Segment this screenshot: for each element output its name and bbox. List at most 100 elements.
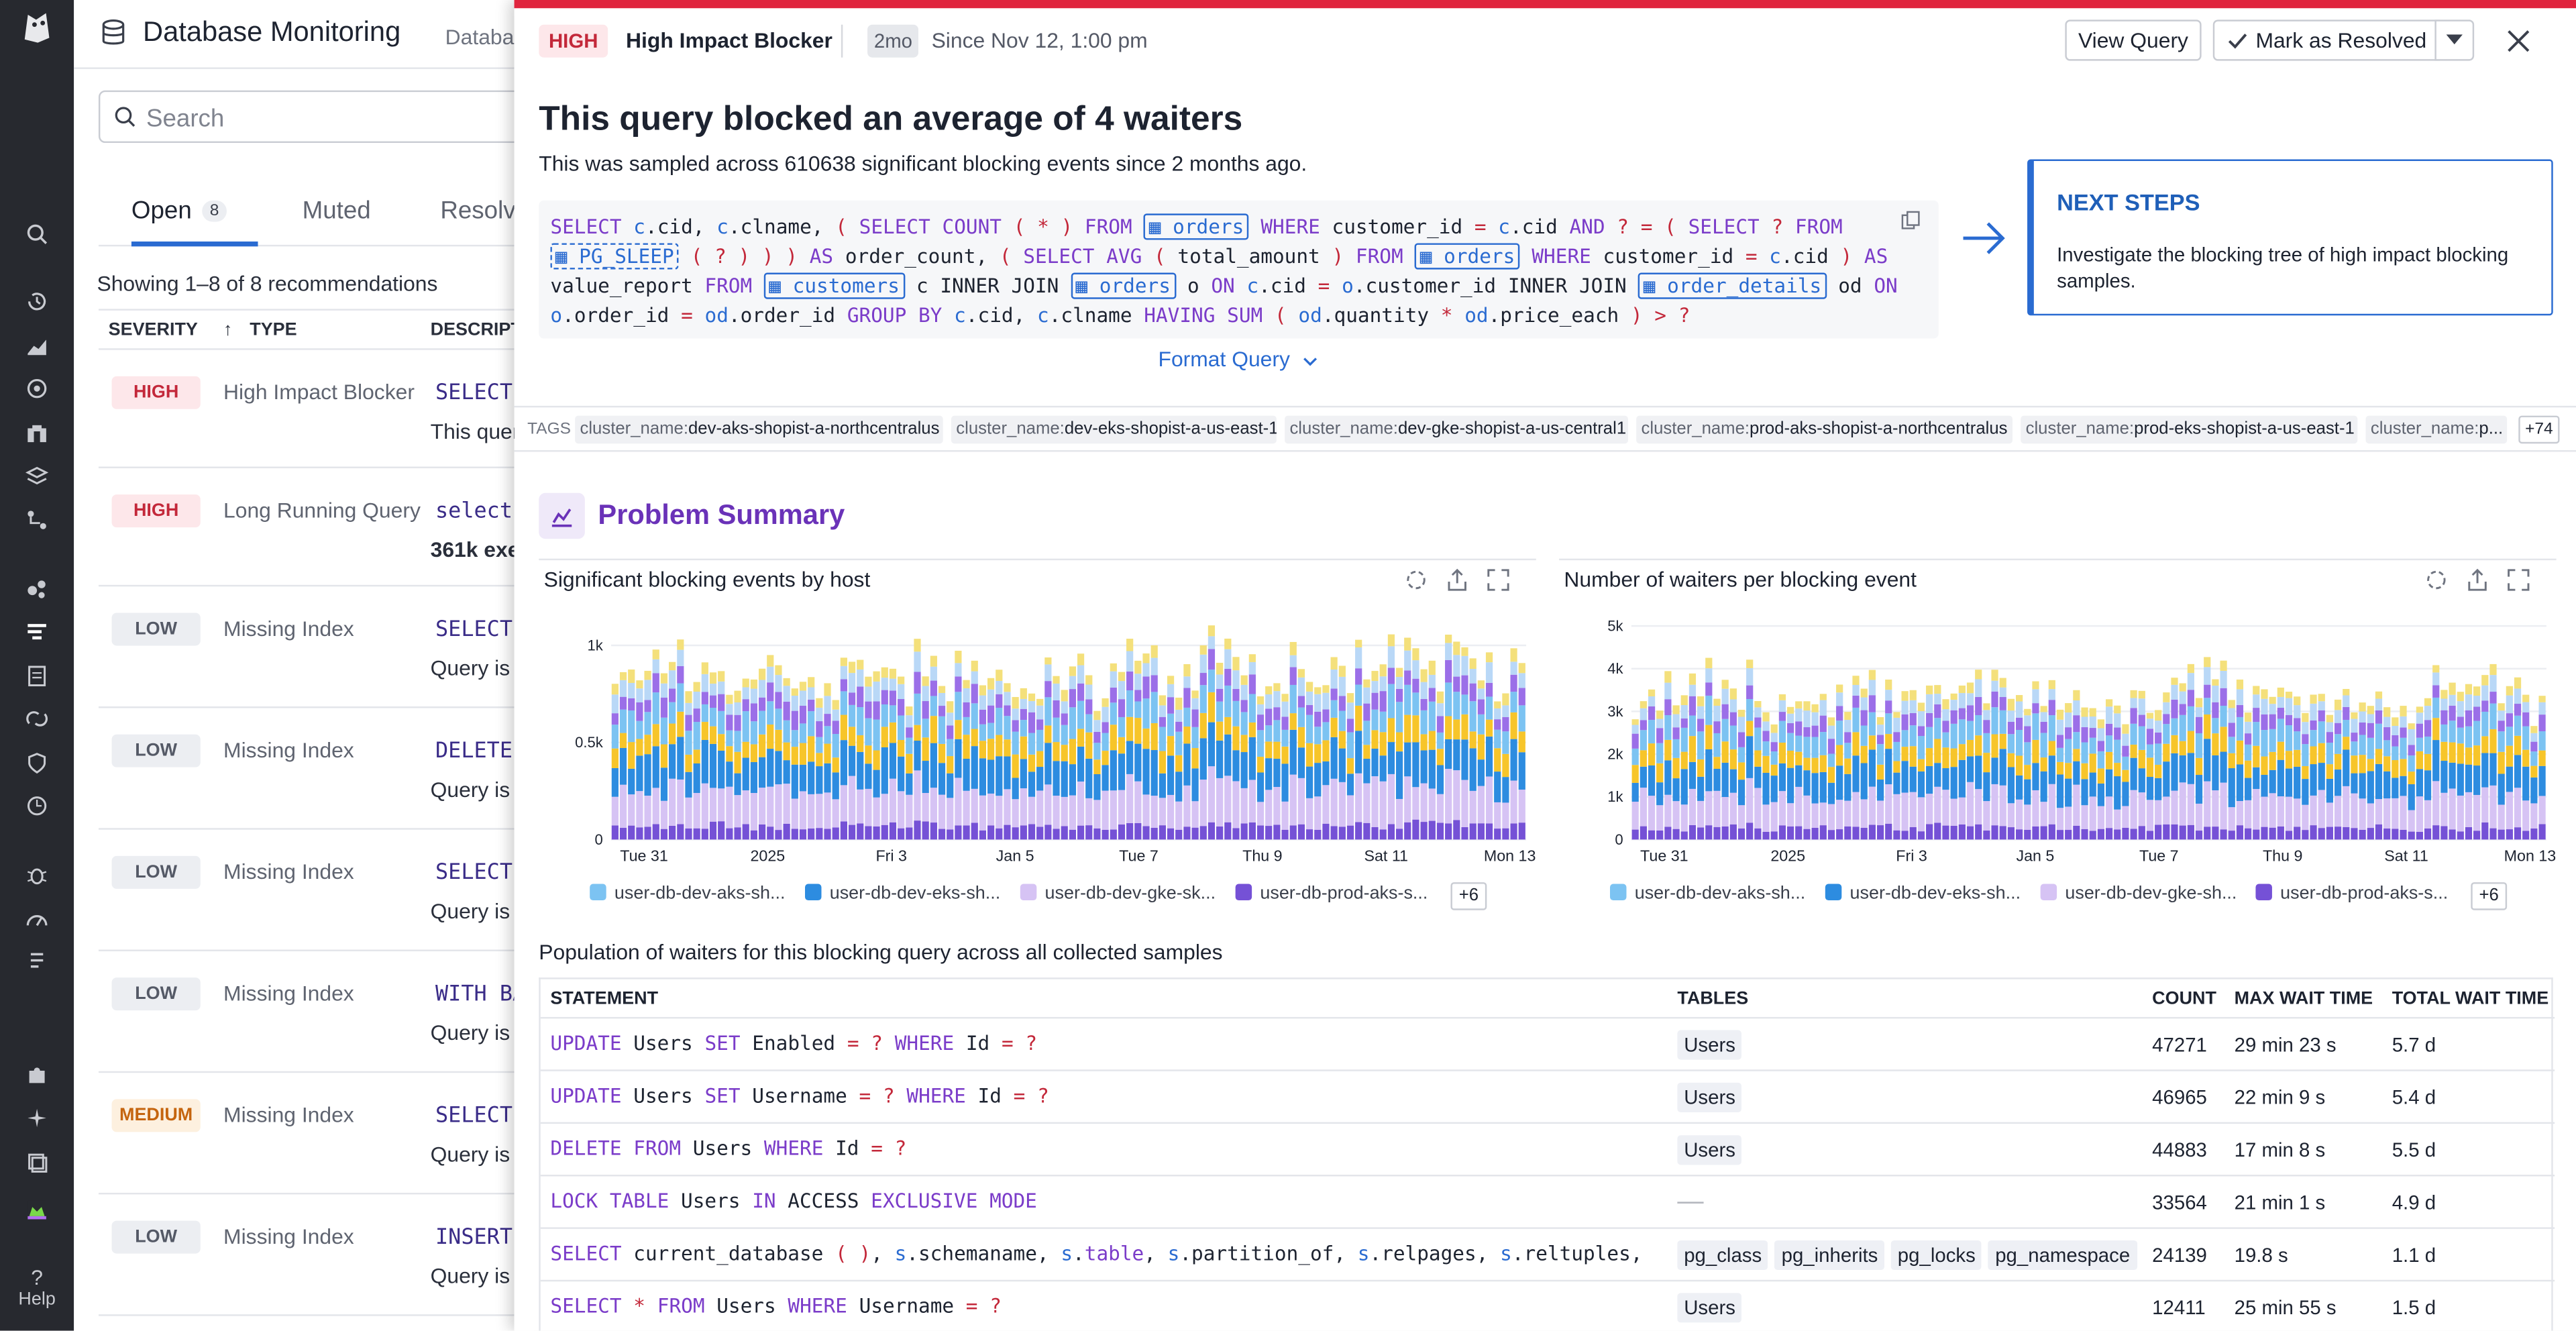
- total-wait-header[interactable]: TOTAL WAIT TIME: [2392, 989, 2549, 1009]
- recommendation-row[interactable]: LOW Missing Index SELECT Query is: [98, 830, 543, 951]
- user-avatar-icon[interactable]: [21, 1194, 53, 1226]
- table-chip[interactable]: pg_class: [1677, 1240, 1769, 1271]
- table-chip[interactable]: Users: [1677, 1135, 1742, 1165]
- database-monitoring-icon[interactable]: [21, 616, 53, 647]
- recommendation-row[interactable]: LOW Missing Index DELETE Query is: [98, 708, 543, 830]
- table-chip[interactable]: Users: [1677, 1293, 1742, 1323]
- table-link-orders[interactable]: ▦ orders: [1415, 243, 1520, 270]
- breadcrumb[interactable]: Databas: [445, 24, 525, 50]
- export-icon[interactable]: [1446, 568, 1468, 591]
- sort-up-icon[interactable]: ↑: [223, 320, 233, 340]
- compare-icon[interactable]: [2425, 568, 2448, 591]
- count-header[interactable]: COUNT: [2152, 989, 2216, 1009]
- tag-chip[interactable]: cluster_name:p...: [2365, 415, 2508, 444]
- view-query-button[interactable]: View Query: [2065, 19, 2202, 61]
- table-chip[interactable]: Users: [1677, 1030, 1742, 1060]
- table-link-customers[interactable]: ▦ customers: [763, 272, 905, 299]
- legend-item[interactable]: user-db-dev-gke-sh...: [2040, 884, 2237, 904]
- performance-icon[interactable]: [21, 904, 53, 935]
- table-row[interactable]: UPDATE Users SET Username = ? WHERE Id =…: [540, 1071, 2555, 1124]
- puzzle-icon[interactable]: [21, 1060, 53, 1092]
- table-row[interactable]: DELETE FROM Users WHERE Id = ? Users 448…: [540, 1124, 2555, 1177]
- legend-item[interactable]: user-db-dev-eks-sh...: [1825, 884, 2021, 904]
- tag-chip[interactable]: cluster_name:prod-eks-shopist-a-us-east-…: [2021, 415, 2358, 444]
- statement-header[interactable]: STATEMENT: [550, 989, 659, 1009]
- integrations-icon[interactable]: [21, 460, 53, 492]
- recommendation-row[interactable]: HIGH Long Running Query select 361k exec: [98, 468, 543, 587]
- infrastructure-icon[interactable]: [21, 574, 53, 605]
- tag-chip[interactable]: cluster_name:dev-gke-shopist-a-us-centra…: [1285, 415, 1628, 444]
- table-chip[interactable]: pg_inherits: [1774, 1240, 1885, 1271]
- service-map-icon[interactable]: [21, 504, 53, 536]
- table-row[interactable]: LOCK TABLE Users IN ACCESS EXCLUSIVE MOD…: [540, 1176, 2555, 1229]
- legend-item[interactable]: user-db-prod-aks-s...: [1235, 884, 1428, 904]
- table-chip[interactable]: pg_locks: [1891, 1240, 1982, 1271]
- table-link-orders[interactable]: ▦ orders: [1144, 213, 1249, 240]
- legend-more-button[interactable]: +6: [1450, 882, 1487, 910]
- export-icon[interactable]: [2466, 568, 2489, 591]
- legend-item[interactable]: user-db-dev-eks-sh...: [805, 884, 1000, 904]
- recommendation-row[interactable]: LOW Missing Index WITH BA Query is: [98, 951, 543, 1073]
- type-header[interactable]: TYPE: [250, 320, 297, 340]
- compare-icon[interactable]: [1405, 568, 1428, 591]
- legend-item[interactable]: user-db-prod-aks-s...: [2255, 884, 2448, 904]
- max-wait-header[interactable]: MAX WAIT TIME: [2234, 989, 2373, 1009]
- history-icon[interactable]: [21, 286, 53, 317]
- synthetics-icon[interactable]: [21, 790, 53, 822]
- table-row[interactable]: UPDATE Users SET Enabled = ? WHERE Id = …: [540, 1018, 2555, 1071]
- legend-more-button[interactable]: +6: [2471, 882, 2508, 910]
- fullscreen-icon[interactable]: [2507, 568, 2530, 591]
- bar-segment: [1110, 702, 1117, 725]
- security-icon[interactable]: [21, 747, 53, 779]
- tag-chip[interactable]: cluster_name:dev-eks-shopist-a-us-east-1: [951, 415, 1277, 444]
- recommendation-row[interactable]: MEDIUM Missing Index SELECT Query is: [98, 1073, 543, 1195]
- bar-segment: [996, 694, 1003, 708]
- monitors-icon[interactable]: [21, 373, 53, 405]
- incidents-icon[interactable]: [21, 947, 53, 978]
- tab-muted[interactable]: Muted: [302, 197, 371, 225]
- table-link-orders[interactable]: ▦ orders: [1071, 272, 1176, 299]
- fullscreen-icon[interactable]: [1487, 568, 1509, 591]
- table-link-pg-sleep[interactable]: ▦ PG_SLEEP: [550, 243, 680, 270]
- search-icon[interactable]: [21, 219, 53, 250]
- logs-icon[interactable]: [21, 660, 53, 692]
- legend-item[interactable]: user-db-dev-aks-sh...: [1610, 884, 1805, 904]
- table-chip[interactable]: Users: [1677, 1082, 1742, 1112]
- table-chip[interactable]: pg_namespace: [1988, 1240, 2137, 1271]
- severity-header[interactable]: SEVERITY: [108, 320, 198, 340]
- resolve-options-button[interactable]: [2434, 19, 2475, 61]
- tag-chip[interactable]: cluster_name:dev-aks-shopist-a-northcent…: [575, 415, 943, 444]
- recommendation-row[interactable]: LOW Missing Index SELECT Query is: [98, 586, 543, 708]
- tables-header[interactable]: TABLES: [1677, 989, 1749, 1009]
- sparkle-icon[interactable]: [21, 1102, 53, 1134]
- datadog-logo[interactable]: [16, 7, 57, 48]
- close-icon[interactable]: [2504, 26, 2533, 56]
- more-tags-button[interactable]: +74: [2518, 415, 2560, 444]
- format-query-button[interactable]: Format Query: [1159, 347, 1318, 371]
- network-icon[interactable]: [21, 703, 53, 735]
- tag-chip[interactable]: cluster_name:prod-aks-shopist-a-northcen…: [1636, 415, 2012, 444]
- search-input[interactable]: Search: [98, 90, 543, 144]
- dashboards-icon[interactable]: [21, 330, 53, 362]
- bar-segment: [1672, 714, 1680, 728]
- description-header[interactable]: DESCRIPTI: [430, 320, 527, 340]
- tab-open[interactable]: Open 8: [131, 197, 227, 225]
- watchdog-icon[interactable]: [21, 417, 53, 449]
- help-link[interactable]: ? Help: [0, 1265, 74, 1310]
- recommendation-row[interactable]: LOW Missing Index INSERT Query is: [98, 1194, 543, 1316]
- table-row[interactable]: SELECT * FROM Users WHERE Username = ? U…: [541, 1281, 2555, 1330]
- legend-swatch: [2040, 884, 2057, 901]
- table-row[interactable]: SELECT current_database ( ), s.schemanam…: [540, 1229, 2555, 1282]
- bug-icon[interactable]: [21, 859, 53, 891]
- mark-resolved-button[interactable]: Mark as Resolved: [2212, 19, 2440, 61]
- recommendation-row[interactable]: HIGH High Impact Blocker SELECT This quer: [98, 350, 543, 468]
- table-link-order-details[interactable]: ▦ order_details: [1638, 272, 1827, 299]
- legend-item[interactable]: user-db-dev-gke-sk...: [1020, 884, 1216, 904]
- bar-segment: [791, 798, 798, 829]
- notebooks-icon[interactable]: [21, 1147, 53, 1178]
- copy-icon[interactable]: [1900, 210, 1920, 229]
- legend-item[interactable]: user-db-dev-aks-sh...: [590, 884, 785, 904]
- next-steps-card[interactable]: NEXT STEPS Investigate the blocking tree…: [2027, 159, 2553, 316]
